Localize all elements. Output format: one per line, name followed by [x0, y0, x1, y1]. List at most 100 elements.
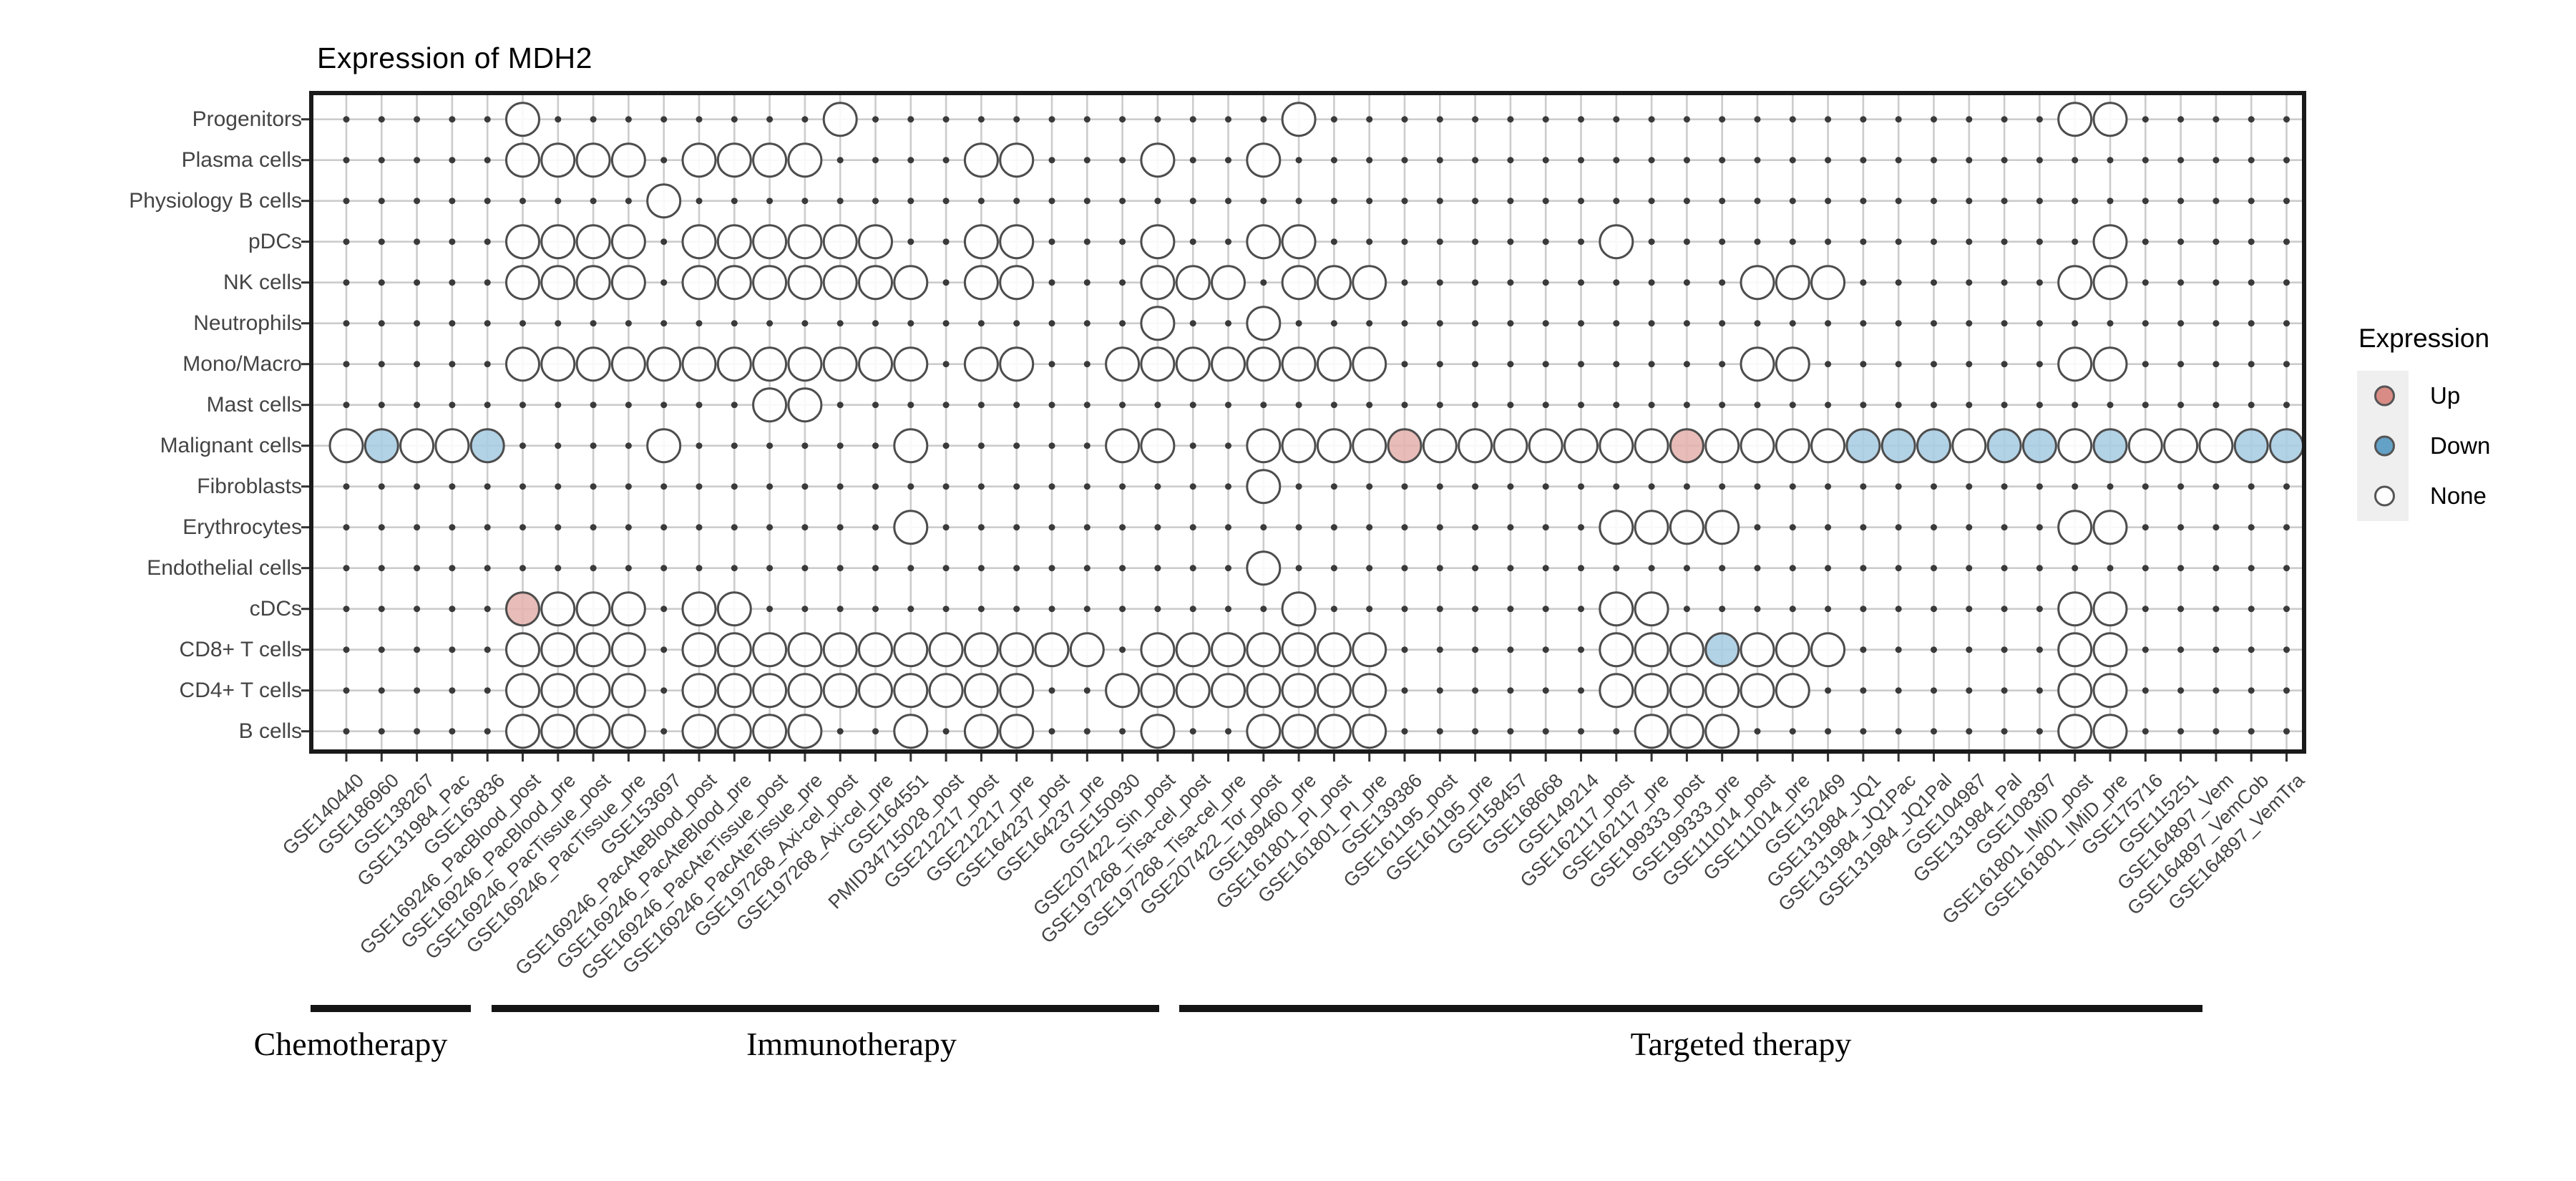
grid-point	[2001, 483, 2008, 490]
grid-point	[1401, 116, 1408, 123]
grid-point	[2248, 320, 2255, 327]
expression-dot	[505, 673, 540, 709]
grid-point	[484, 402, 491, 409]
grid-point	[872, 402, 879, 409]
grid-point	[1966, 565, 1973, 572]
expression-dot	[1105, 673, 1141, 709]
grid-point	[1154, 483, 1161, 490]
grid-point	[872, 728, 879, 735]
grid-point	[2001, 361, 2008, 368]
grid-point	[2283, 728, 2290, 735]
grid-point	[2248, 565, 2255, 572]
grid-point	[836, 483, 844, 490]
grid-point	[1931, 279, 1937, 286]
group-underline	[1179, 1005, 2202, 1012]
grid-point	[1083, 279, 1091, 286]
grid-point	[1825, 320, 1832, 327]
grid-point	[1507, 483, 1514, 490]
expression-dot	[1669, 428, 1704, 464]
grid-point	[696, 524, 703, 531]
expression-dot	[716, 224, 752, 260]
grid-point	[977, 524, 985, 531]
grid-point	[2283, 279, 2290, 286]
grid-point	[555, 483, 562, 490]
grid-point	[2248, 646, 2255, 653]
grid-point	[1966, 728, 1973, 735]
grid-point	[1260, 116, 1267, 123]
expression-dot	[822, 265, 858, 301]
expression-dot	[1246, 306, 1282, 341]
grid-point	[1931, 157, 1937, 164]
grid-point	[977, 565, 985, 572]
grid-point	[414, 116, 421, 123]
grid-point	[590, 442, 597, 449]
grid-point	[2072, 402, 2079, 409]
grid-point	[1507, 198, 1514, 205]
grid-point	[378, 279, 385, 286]
grid-point	[1260, 524, 1267, 531]
grid-point	[2248, 157, 2255, 164]
grid-point	[1860, 157, 1867, 164]
grid-point	[2212, 524, 2220, 531]
grid-point	[1436, 606, 1443, 613]
grid-point	[2036, 320, 2043, 327]
grid-point	[2107, 198, 2114, 205]
grid-point	[414, 728, 421, 735]
grid-point	[1048, 442, 1055, 449]
legend-label: Up	[2430, 382, 2461, 409]
grid-point	[2248, 483, 2255, 490]
grid-point	[625, 565, 632, 572]
expression-dot	[1916, 428, 1951, 464]
grid-point	[343, 483, 350, 490]
grid-point	[1083, 606, 1091, 613]
grid-point	[1507, 157, 1514, 164]
grid-point	[766, 320, 774, 327]
grid-point	[519, 402, 526, 409]
grid-point	[836, 442, 844, 449]
expression-dot	[2092, 673, 2128, 709]
grid-point	[1401, 606, 1408, 613]
expression-dot	[681, 591, 717, 627]
grid-point	[2142, 565, 2149, 572]
grid-point	[1895, 687, 1902, 694]
grid-point	[1683, 238, 1690, 246]
grid-point	[1542, 483, 1549, 490]
grid-point	[1295, 524, 1302, 531]
grid-point	[2107, 320, 2114, 327]
grid-point	[1578, 320, 1584, 327]
expression-dot	[2057, 714, 2093, 749]
grid-point	[872, 116, 879, 123]
grid-point	[449, 279, 456, 286]
grid-point	[1119, 728, 1126, 735]
grid-point	[519, 442, 526, 449]
grid-point	[1401, 483, 1408, 490]
grid-point	[872, 320, 879, 327]
expression-dot	[822, 224, 858, 260]
expression-dot	[893, 673, 929, 709]
grid-point	[1436, 361, 1443, 368]
expression-dot	[822, 673, 858, 709]
grid-point	[2072, 157, 2079, 164]
expression-dot	[787, 714, 823, 749]
grid-point	[378, 728, 385, 735]
grid-point	[449, 361, 456, 368]
grid-point	[1189, 116, 1196, 123]
grid-point	[731, 442, 738, 449]
grid-point	[1225, 728, 1231, 735]
expression-dot	[646, 428, 682, 464]
y-label: Endothelial cells	[147, 555, 302, 580]
grid-point	[1895, 646, 1902, 653]
grid-point	[660, 238, 668, 246]
grid-point	[1931, 198, 1937, 205]
grid-point	[1048, 157, 1055, 164]
grid-point	[1083, 320, 1091, 327]
expression-dot	[787, 387, 823, 423]
grid-point	[414, 483, 421, 490]
grid-point	[1048, 198, 1055, 205]
grid-point	[1860, 320, 1867, 327]
expression-dot	[716, 632, 752, 668]
grid-point	[625, 442, 632, 449]
grid-point	[942, 198, 950, 205]
grid-point	[2107, 157, 2114, 164]
grid-point	[872, 483, 879, 490]
